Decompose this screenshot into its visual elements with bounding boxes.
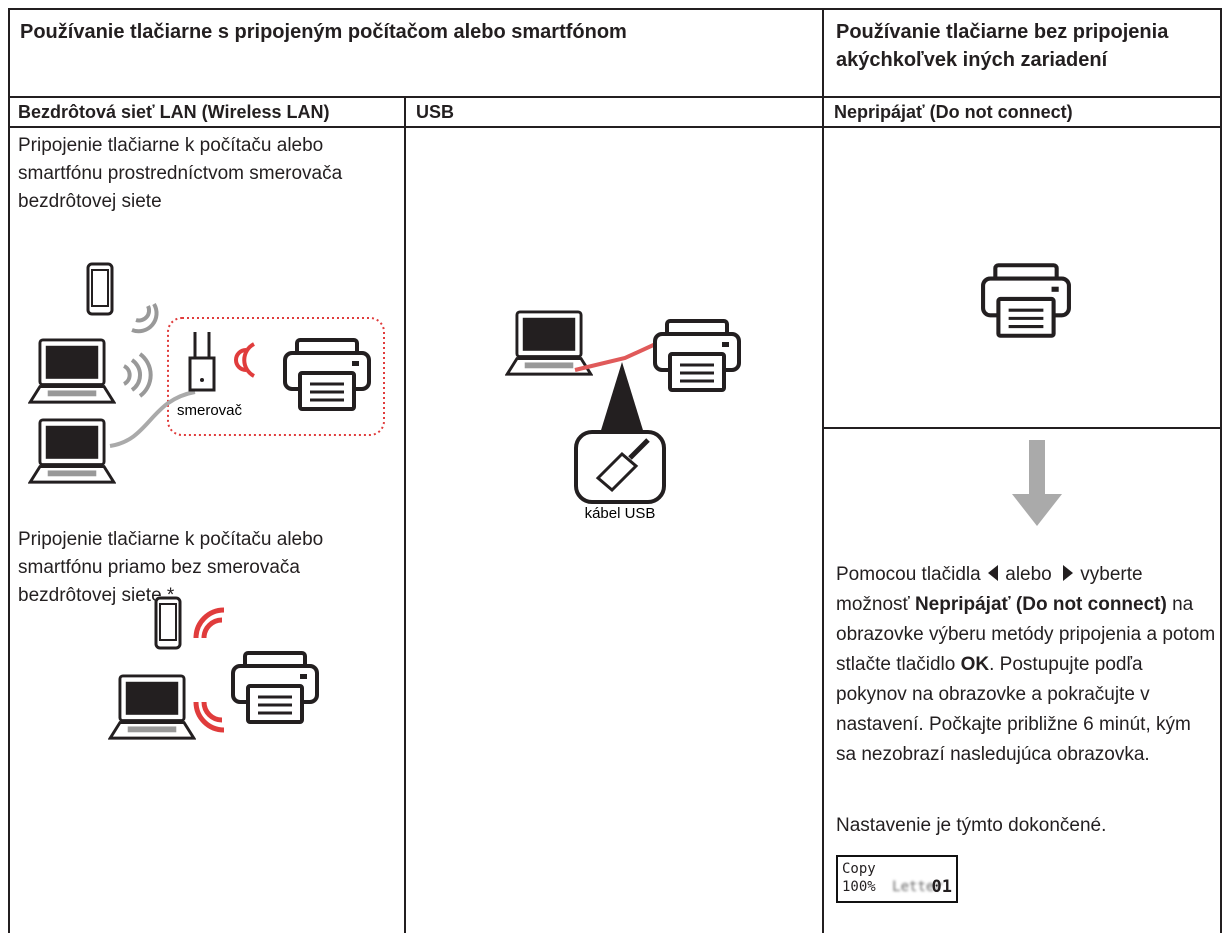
table-border (8, 8, 10, 933)
right-button-icon (1063, 565, 1074, 581)
column-title: Nepripájať (Do not connect) (834, 102, 1073, 122)
lcd-zoom: 100% (842, 879, 876, 895)
text: na obrazovke výberu metódy pripojenia a … (836, 594, 1216, 675)
bold-text: OK (960, 654, 990, 675)
table-border (404, 97, 406, 933)
done-text: Nastavenie je týmto dokončené. (836, 815, 1107, 836)
lcd-screen: Copy 100% Letter 01 (836, 855, 958, 903)
table-border (8, 126, 1222, 128)
description: Pripojenie tlačiarne k počítaču alebo sm… (18, 529, 324, 606)
lcd-copies: 01 (931, 877, 952, 897)
lcd-paper: Letter (892, 879, 943, 895)
lcd-line: 100% Letter 01 (842, 878, 952, 896)
instruction: Pomocou tlačidla alebo vyberte možnosť N… (836, 560, 1216, 770)
table-border (822, 427, 1222, 429)
header-title: Používanie tlačiarne bez pripojenia akýc… (836, 21, 1169, 71)
text: alebo (999, 564, 1058, 585)
bold-text: Nepripájať (Do not connect) (914, 594, 1167, 615)
text: . Postupujte podľa pokynov na obrazovke … (836, 654, 1191, 765)
table-border (8, 8, 1222, 10)
header-title: Používanie tlačiarne s pripojeným počíta… (20, 21, 627, 43)
table-border (822, 8, 824, 933)
lcd-line: Copy (842, 861, 876, 877)
column-title: Bezdrôtová sieť LAN (Wireless LAN) (18, 102, 330, 122)
table-border (8, 96, 1222, 98)
description: Pripojenie tlačiarne k počítaču alebo sm… (18, 135, 343, 212)
table-border (1220, 8, 1222, 933)
left-button-icon (987, 565, 998, 581)
column-title: USB (416, 102, 455, 122)
cable-label: kábel USB (585, 505, 656, 522)
router-label: smerovač (177, 402, 243, 419)
text: Pomocou tlačidla (836, 564, 986, 585)
text: vyberte možnosť (836, 564, 1143, 615)
